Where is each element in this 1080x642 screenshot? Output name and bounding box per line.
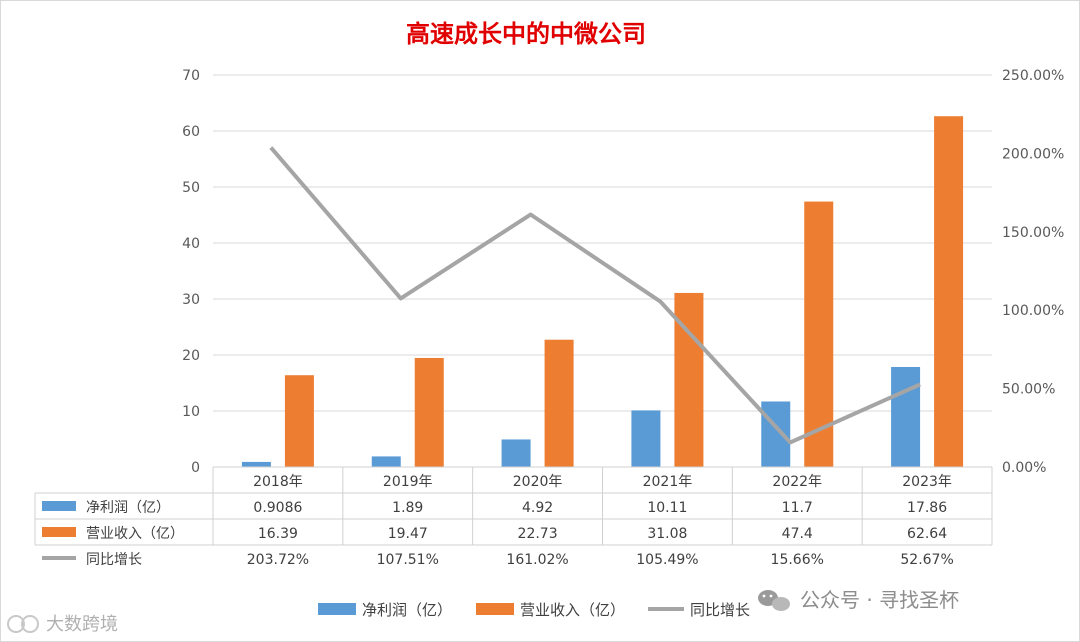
bar <box>414 357 444 467</box>
table-cell: 16.39 <box>258 526 298 542</box>
table-legend-key <box>42 501 76 511</box>
y-left-tick-label: 60 <box>182 124 200 140</box>
category-label: 2018年 <box>253 474 303 490</box>
chart-title: 高速成长中的中微公司 <box>406 20 646 48</box>
bar <box>501 439 531 467</box>
bar <box>371 456 401 467</box>
line-series <box>269 146 921 445</box>
legend: 净利润（亿） 营业收入（亿） 同比增长 <box>318 601 750 619</box>
watermarks: 公众号 · 寻找圣杯 大数跨境 <box>7 588 959 635</box>
legend-label: 同比增长 <box>690 601 750 619</box>
table-cell: 11.7 <box>782 500 813 516</box>
bar <box>891 366 921 467</box>
table-cell: 52.67% <box>900 552 953 568</box>
legend-label: 营业收入（亿） <box>520 601 625 619</box>
table-legend-key <box>42 527 76 537</box>
y-right-tick-label: 100.00% <box>1002 303 1064 319</box>
y-left-tick-label: 50 <box>182 180 200 196</box>
legend-label: 净利润（亿） <box>362 601 452 619</box>
y-right-tick-label: 150.00% <box>1002 225 1064 241</box>
table-cell: 62.64 <box>907 526 947 542</box>
table-cell: 1.89 <box>392 500 423 516</box>
category-label: 2020年 <box>513 474 563 490</box>
bar <box>804 201 834 467</box>
y-left-tick-label: 10 <box>182 404 200 420</box>
y-left-tick-label: 70 <box>182 68 200 84</box>
table-cell: 203.72% <box>247 552 309 568</box>
bar <box>284 375 314 467</box>
table-cell: 19.47 <box>388 526 428 542</box>
table-series-name: 同比增长 <box>86 552 142 568</box>
y-left-tick-label: 20 <box>182 348 200 364</box>
bar <box>241 461 271 467</box>
table-cell: 10.11 <box>647 500 687 516</box>
table-cell: 47.4 <box>782 526 813 542</box>
table-cell: 105.49% <box>636 552 698 568</box>
bar <box>934 116 964 467</box>
legend-key <box>476 603 514 615</box>
y-left-tick-label: 0 <box>191 460 200 476</box>
category-label: 2023年 <box>902 474 952 490</box>
corner-watermark: 大数跨境 <box>46 614 118 635</box>
category-label: 2019年 <box>383 474 433 490</box>
legend-key <box>318 603 356 615</box>
bar <box>544 339 574 467</box>
y-right-tick-label: 250.00% <box>1002 68 1064 84</box>
table-cell: 0.9086 <box>253 500 302 516</box>
bars <box>241 116 964 467</box>
bar <box>631 410 661 467</box>
y-right-tick-label: 200.00% <box>1002 146 1064 162</box>
category-label: 2022年 <box>772 474 822 490</box>
y-left-tick-label: 40 <box>182 236 200 252</box>
wechat-icon <box>758 590 790 611</box>
table-cell: 4.92 <box>522 500 553 516</box>
table-cell: 31.08 <box>647 526 687 542</box>
table-cell: 161.02% <box>506 552 568 568</box>
y-right-tick-label: 0.00% <box>1002 460 1046 476</box>
table-series-name: 营业收入（亿） <box>86 526 184 542</box>
y-left-tick-label: 30 <box>182 292 200 308</box>
y-right-tick-label: 50.00% <box>1002 382 1055 398</box>
bar <box>761 401 791 467</box>
axes: 0 10 20 30 40 50 60 70 0.00% 50.00% 100.00% 150.00%… <box>182 68 1064 476</box>
corner-logo-icon <box>7 615 39 633</box>
table-cell: 17.86 <box>907 500 947 516</box>
table-cell: 107.51% <box>377 552 439 568</box>
growth-line <box>269 146 921 445</box>
wechat-watermark: 公众号 · 寻找圣杯 <box>800 588 959 612</box>
table-cell: 15.66% <box>771 552 824 568</box>
category-label: 2021年 <box>643 474 693 490</box>
table-cell: 22.73 <box>518 526 558 542</box>
table-series-name: 净利润（亿） <box>86 500 170 516</box>
